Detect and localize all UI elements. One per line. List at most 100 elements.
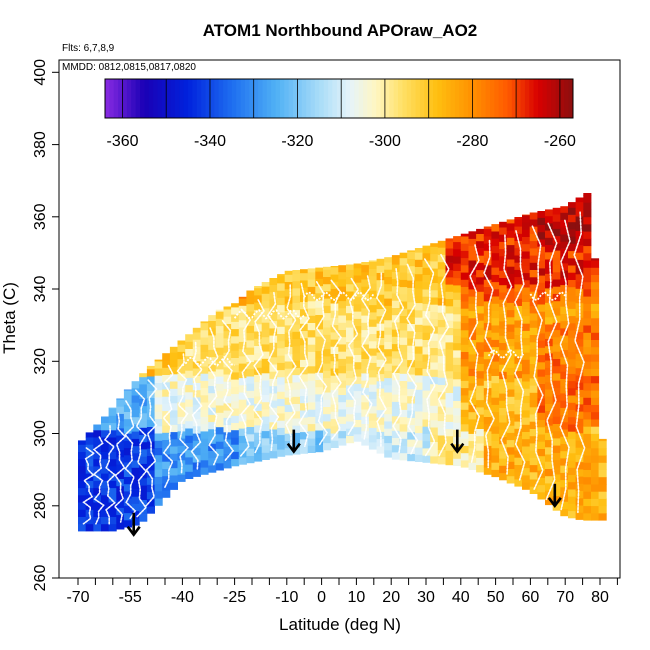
heatmap-cell [277, 274, 286, 277]
heatmap-cell [146, 368, 155, 377]
colorbar-segment [236, 79, 242, 118]
heatmap-cell [338, 409, 347, 417]
colorbar-segment [210, 79, 215, 118]
heatmap-cell [591, 368, 600, 377]
heatmap-cell [338, 438, 347, 446]
heatmap-cell [468, 419, 477, 427]
heatmap-cell [476, 392, 485, 401]
colorbar-segment [153, 79, 158, 118]
heatmap-cell [453, 321, 462, 329]
heatmap-cell [292, 439, 301, 448]
heatmap-cell [414, 248, 423, 253]
heatmap-cell [384, 406, 393, 415]
heatmap-cell [246, 311, 255, 319]
heatmap-cell [545, 418, 554, 426]
heatmap-cell [460, 315, 469, 324]
heatmap-cell [399, 252, 408, 259]
heatmap-cell [231, 408, 240, 416]
heatmap-cell [575, 237, 584, 246]
heatmap-cell [246, 325, 255, 334]
heatmap-cell [315, 422, 324, 431]
heatmap-cell [460, 301, 469, 309]
heatmap-cell [139, 427, 148, 435]
heatmap-cell [499, 284, 508, 293]
heatmap-cell [453, 241, 462, 250]
heatmap-cell [437, 297, 446, 306]
heatmap-cell [445, 457, 454, 466]
heatmap-cell [215, 448, 224, 457]
heatmap-cell [85, 444, 94, 452]
colorbar-segment [538, 79, 543, 118]
heatmap-cell [177, 358, 186, 367]
heatmap-cell [537, 412, 546, 421]
heatmap-cell [361, 322, 370, 331]
heatmap-cell [453, 285, 462, 293]
heatmap-cell [499, 429, 508, 437]
heatmap-cell [460, 337, 469, 345]
heatmap-cell [261, 416, 270, 424]
heatmap-cell [368, 312, 377, 320]
heatmap-cell [116, 500, 125, 508]
heatmap-cell [323, 341, 332, 350]
heatmap-cell [583, 245, 592, 254]
heatmap-cell [422, 346, 431, 355]
heatmap-cell [254, 374, 263, 383]
heatmap-cell [146, 506, 155, 514]
heatmap-cell [353, 340, 362, 348]
colorbar-segment [196, 79, 202, 118]
heatmap-cell [323, 305, 332, 314]
heatmap-cell [346, 276, 355, 285]
colorbar-segment [319, 79, 325, 118]
heatmap-cell [238, 399, 247, 407]
heatmap-cell [453, 371, 462, 380]
heatmap-cell [545, 439, 554, 448]
heatmap-cell [192, 411, 201, 420]
heatmap-cell [506, 389, 515, 397]
heatmap-cell [223, 374, 232, 382]
heatmap-cell [215, 462, 224, 471]
heatmap-cell [407, 367, 416, 375]
heatmap-cell [269, 400, 278, 408]
heatmap-cell [246, 296, 255, 305]
heatmap-cell [552, 394, 561, 403]
heatmap-cell [552, 336, 561, 345]
heatmap-cell [368, 326, 377, 334]
heatmap-cell [269, 393, 278, 401]
heatmap-cell [78, 502, 87, 510]
heatmap-cell [368, 340, 377, 349]
heatmap-cell [583, 462, 592, 470]
heatmap-cell [445, 421, 454, 430]
heatmap-cell [514, 341, 523, 350]
heatmap-cell [568, 453, 577, 461]
heatmap-cell [591, 513, 600, 521]
heatmap-cell [575, 274, 584, 282]
heatmap-cell [177, 452, 186, 461]
heatmap-cell [460, 250, 469, 259]
heatmap-cell [476, 363, 485, 372]
heatmap-cell [437, 341, 446, 349]
heatmap-cell [368, 377, 377, 385]
heatmap-cell [330, 267, 339, 275]
heatmap-cell [346, 385, 355, 393]
heatmap-cell [223, 330, 232, 339]
heatmap-cell [529, 406, 538, 415]
heatmap-cell [177, 445, 186, 453]
heatmap-cell [499, 458, 508, 466]
heatmap-cell [169, 359, 178, 368]
heatmap-cell [529, 356, 538, 364]
heatmap-cell [414, 324, 423, 332]
heatmap-cell [131, 474, 140, 483]
heatmap-cell [545, 244, 554, 253]
heatmap-cell [552, 373, 561, 381]
colorbar-segment [419, 79, 425, 118]
flight-profile-trace [285, 284, 297, 449]
heatmap-cell [78, 440, 87, 445]
heatmap-cell [231, 307, 240, 315]
heatmap-cell [422, 303, 431, 312]
heatmap-cell [307, 358, 316, 367]
heatmap-cell [560, 378, 569, 387]
heatmap-cell [254, 454, 263, 462]
heatmap-cell [514, 435, 523, 444]
heatmap-cell [261, 322, 270, 330]
